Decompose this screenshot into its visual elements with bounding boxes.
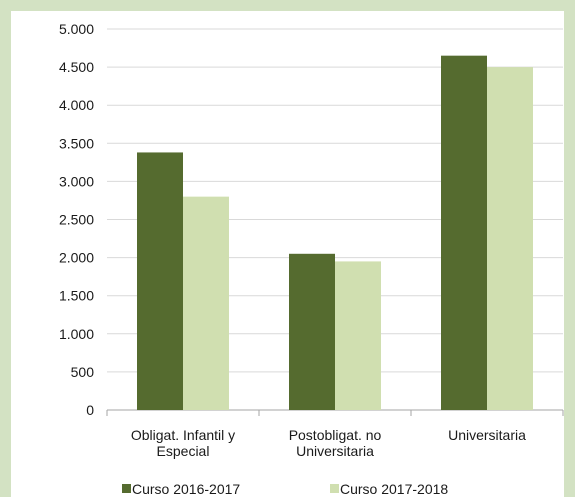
x-tick-label: Obligat. Infantil y (131, 427, 235, 443)
y-tick-label: 4.000 (59, 97, 94, 113)
bar-2-1 (183, 196, 229, 410)
y-tick-label: 500 (71, 364, 95, 380)
y-tick-label: 3.500 (59, 135, 94, 151)
y-tick-label: 4.500 (59, 59, 94, 75)
bar-2-2 (335, 261, 381, 410)
bar-1-2 (289, 253, 335, 410)
bar-1-3 (441, 55, 487, 411)
y-tick-label: 5.000 (59, 21, 94, 37)
y-tick-label: 2.000 (59, 250, 94, 266)
bar-1-1 (137, 152, 183, 410)
legend-label-1: Curso 2016-2017 (132, 481, 240, 497)
y-tick-label: 2.500 (59, 212, 94, 228)
y-tick-label: 1.500 (59, 288, 94, 304)
x-tick-label: Especial (157, 443, 210, 459)
x-tick-label: Universitaria (448, 427, 526, 443)
legend-swatch-1 (122, 484, 131, 493)
y-tick-label: 1.000 (59, 326, 94, 342)
x-tick-label: Universitaria (296, 443, 374, 459)
bar-2-3 (487, 67, 533, 410)
y-tick-label: 3.000 (59, 173, 94, 189)
x-tick-label: Postobligat. no (289, 427, 382, 443)
legend-label-2: Curso 2017-2018 (340, 481, 448, 497)
y-tick-label: 0 (86, 402, 94, 418)
legend-swatch-2 (330, 484, 339, 493)
